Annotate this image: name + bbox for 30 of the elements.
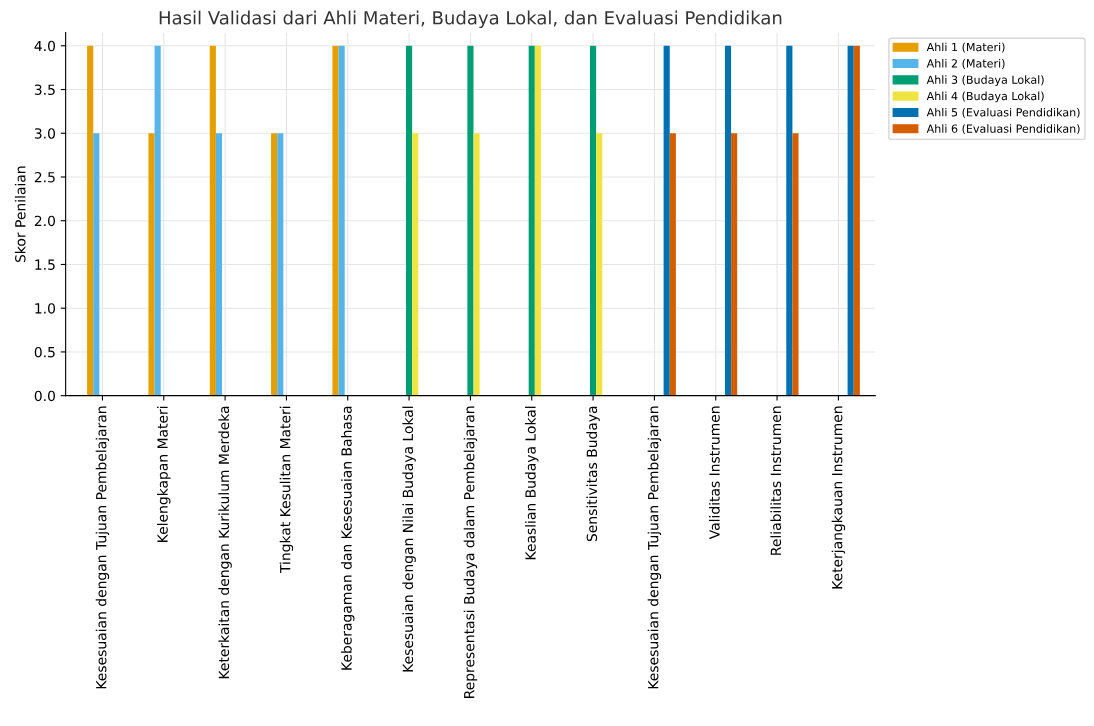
x-tick-label: Sensitivitas Budaya	[586, 406, 600, 542]
x-tick-label: Kelengkapan Materi	[157, 406, 171, 542]
x-tick-label: Keaslian Budaya Lokal	[525, 406, 539, 560]
legend-label: Ahli 4 (Budaya Lokal)	[926, 91, 1044, 103]
x-tick-label: Keterkaitan dengan Kurikulum Merdeka	[218, 406, 232, 679]
y-tick-label: 2.5	[34, 171, 55, 183]
y-axis-title: Skor Penilaian	[14, 166, 26, 263]
x-tick-label: Kesesuaian dengan Tujuan Pembelajaran	[647, 406, 662, 689]
x-tick-label: Tingkat Kesulitan Materi	[279, 406, 294, 574]
y-tick-label: 0.5	[34, 346, 55, 358]
chart-title: Hasil Validasi dari Ahli Materi, Budaya Lokal, dan Evaluasi Pendidikan	[159, 10, 782, 29]
x-tick-label: Validitas Instrumen	[709, 406, 720, 540]
y-tick-label: 0.0	[34, 390, 55, 402]
x-tick-label: Kesesuaian dengan Tujuan Pembelajaran	[95, 406, 110, 689]
x-tick-label: Keterjangkauan Instrumen	[831, 406, 846, 589]
y-tick-label: 1.5	[35, 259, 55, 270]
y-tick-label: 1.0	[35, 303, 55, 314]
x-tick-label: Representasi Budaya dalam Pembelajaran	[463, 406, 478, 698]
x-tick-label: Kesesuaian dengan Nilai Budaya Lokal	[402, 406, 416, 672]
legend-label: Ahli 5 (Evaluasi Pendidikan)	[926, 107, 1080, 118]
legend-label: Ahli 3 (Budaya Lokal)	[926, 75, 1044, 87]
legend-label: Ahli 1 (Materi)	[926, 42, 1005, 53]
x-tick-label: Keberagaman dan Kesesuaian Bahasa	[341, 406, 355, 670]
y-tick-label: 2.0	[34, 215, 55, 227]
x-tick-label: Reliabilitas Instrumen	[770, 406, 782, 555]
y-tick-label: 3.5	[34, 84, 55, 95]
legend-label: Ahli 2 (Materi)	[926, 58, 1005, 69]
legend-label: Ahli 6 (Evaluasi Pendidikan)	[926, 124, 1080, 135]
y-tick-label: 3.0	[34, 128, 55, 139]
y-tick-label: 4.0	[34, 40, 55, 52]
